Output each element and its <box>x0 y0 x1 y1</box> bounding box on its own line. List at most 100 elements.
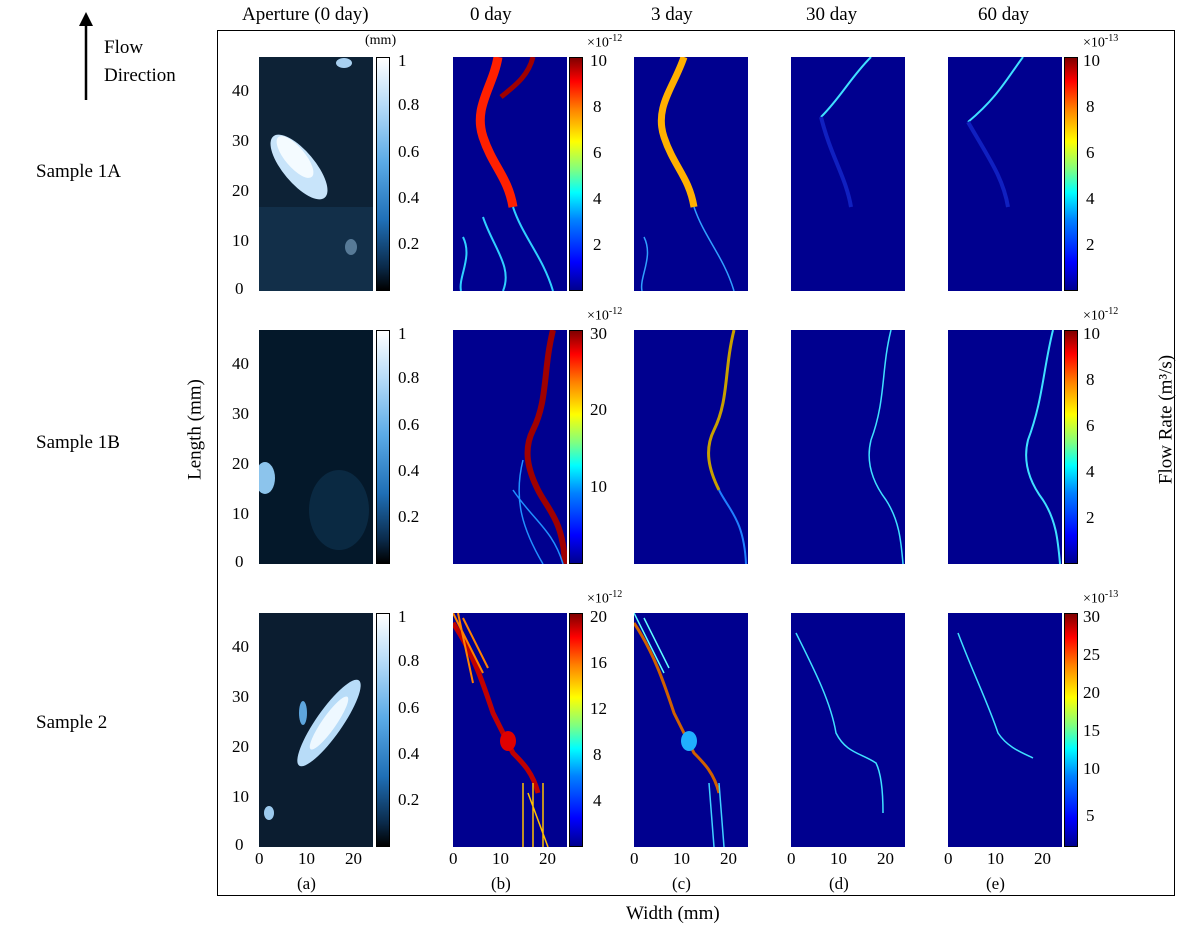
colorbar-tick: 5 <box>1086 806 1095 825</box>
colorbar-tick: 10 <box>590 477 607 496</box>
colorbar-tick: 4 <box>1086 462 1095 481</box>
aperture-tick: 1 <box>398 51 407 70</box>
aperture-colorbar-1 <box>376 57 390 291</box>
colorbar-tick: 4 <box>593 189 602 208</box>
flow-map-1b-60-day <box>948 330 1062 564</box>
x-tick: 0 <box>255 849 264 868</box>
colorbar-tick: 15 <box>1083 721 1100 740</box>
y-tick: 30 <box>232 131 249 150</box>
col-header-30-day: 30 day <box>806 4 858 25</box>
row-label-sample-1a: Sample 1A <box>36 161 121 182</box>
colorbar-tick: 20 <box>590 400 607 419</box>
colorbar-tick: 6 <box>1086 416 1095 435</box>
aperture-tick: 1 <box>398 324 407 343</box>
multiplier-1b-left: ×10-12 <box>587 306 623 324</box>
flow-map-1b-30-day <box>791 330 905 564</box>
flow-map-2-0-day <box>453 613 567 847</box>
flowrate-colorbar-2-right <box>1064 613 1078 847</box>
y-tick: 30 <box>232 687 249 706</box>
flow-map-2-3-day <box>634 613 748 847</box>
colorbar-tick: 20 <box>1083 683 1100 702</box>
flow-map-2-60-day <box>948 613 1062 847</box>
panel-letter-a: (a) <box>297 874 316 893</box>
aperture-tick: 0.6 <box>398 415 420 434</box>
figure-frame <box>217 30 1175 896</box>
x-tick: 10 <box>492 849 509 868</box>
colorbar-tick: 2 <box>1086 235 1095 254</box>
row-label-sample-1b: Sample 1B <box>36 432 120 453</box>
x-tick: 20 <box>877 849 894 868</box>
multiplier-2-left: ×10-12 <box>587 589 623 607</box>
x-tick: 10 <box>830 849 847 868</box>
y-tick: 20 <box>232 181 249 200</box>
aperture-tick: 0.2 <box>398 790 420 809</box>
aperture-map-sample-2 <box>259 613 373 847</box>
y-tick: 0 <box>235 552 244 571</box>
x-tick: 20 <box>345 849 362 868</box>
aperture-unit-label: (mm) <box>365 33 397 48</box>
flowrate-colorbar-1b-left <box>569 330 583 564</box>
colorbar-tick: 6 <box>1086 143 1095 162</box>
flow-label: Flow <box>104 37 144 58</box>
y-tick: 0 <box>235 835 244 854</box>
aperture-tick: 0.8 <box>398 651 420 670</box>
aperture-tick: 0.2 <box>398 507 420 526</box>
colorbar-tick: 12 <box>590 699 607 718</box>
colorbar-tick: 25 <box>1083 645 1100 664</box>
flow-map-2-30-day <box>791 613 905 847</box>
multiplier-2-right: ×10-13 <box>1083 589 1119 607</box>
y-tick: 10 <box>232 504 249 523</box>
panel-letter-d: (d) <box>829 874 849 893</box>
aperture-tick: 0.8 <box>398 95 420 114</box>
y-tick: 40 <box>232 637 249 656</box>
colorbar-tick: 30 <box>1083 607 1100 626</box>
x-tick: 10 <box>298 849 315 868</box>
flowrate-colorbar-1a-left <box>569 57 583 291</box>
colorbar-tick: 10 <box>1083 51 1100 70</box>
aperture-tick: 0.4 <box>398 188 420 207</box>
panel-letter-e: (e) <box>986 874 1005 893</box>
colorbar-tick: 8 <box>593 745 602 764</box>
aperture-colorbar-3 <box>376 613 390 847</box>
colorbar-tick: 8 <box>1086 97 1095 116</box>
y-tick: 10 <box>232 787 249 806</box>
colorbar-tick: 30 <box>590 324 607 343</box>
colorbar-tick: 10 <box>590 51 607 70</box>
aperture-tick: 0.6 <box>398 142 420 161</box>
x-tick: 10 <box>987 849 1004 868</box>
colorbar-tick: 8 <box>593 97 602 116</box>
aperture-colorbar-2 <box>376 330 390 564</box>
x-tick: 20 <box>539 849 556 868</box>
aperture-tick: 0.8 <box>398 368 420 387</box>
y-tick: 10 <box>232 231 249 250</box>
aperture-tick: 0.2 <box>398 234 420 253</box>
flow-map-1a-3-day <box>634 57 748 291</box>
flow-map-1b-0-day <box>453 330 567 564</box>
colorbar-tick: 4 <box>1086 189 1095 208</box>
col-header-3-day: 3 day <box>651 4 693 25</box>
panel-letter-c: (c) <box>672 874 691 893</box>
multiplier-1a-right: ×10-13 <box>1083 33 1119 51</box>
direction-label: Direction <box>104 65 176 86</box>
aperture-tick: 0.4 <box>398 744 420 763</box>
flow-map-1a-30-day <box>791 57 905 291</box>
colorbar-tick: 10 <box>1083 324 1100 343</box>
x-axis-label: Width (mm) <box>626 903 720 924</box>
multiplier-1b-right: ×10-12 <box>1083 306 1119 324</box>
aperture-tick: 0.4 <box>398 461 420 480</box>
col-header-aperture: Aperture (0 day) <box>242 4 369 25</box>
flow-map-1a-0-day <box>453 57 567 291</box>
y-tick: 20 <box>232 454 249 473</box>
aperture-tick: 1 <box>398 607 407 626</box>
flowrate-colorbar-2-left <box>569 613 583 847</box>
flowrate-colorbar-1a-right <box>1064 57 1078 291</box>
colorbar-tick: 10 <box>1083 759 1100 778</box>
x-tick: 0 <box>449 849 458 868</box>
y-tick: 40 <box>232 81 249 100</box>
col-header-60-day: 60 day <box>978 4 1030 25</box>
x-tick: 20 <box>720 849 737 868</box>
colorbar-tick: 16 <box>590 653 607 672</box>
x-tick: 10 <box>673 849 690 868</box>
x-tick: 0 <box>630 849 639 868</box>
panel-letter-b: (b) <box>491 874 511 893</box>
